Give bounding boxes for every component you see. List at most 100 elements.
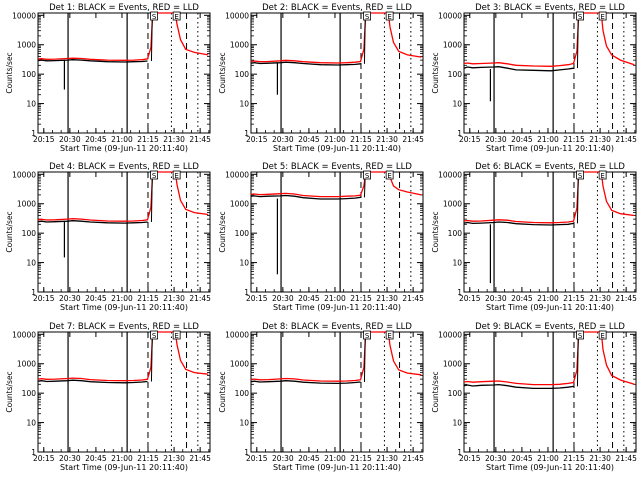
x-tick-label: 20:30	[272, 135, 294, 144]
y-tick-label: 10	[239, 100, 249, 109]
marker-s-label: S	[365, 13, 370, 21]
x-tick-label: 20:45	[511, 135, 533, 144]
events-rise-line	[576, 12, 579, 69]
y-tick-label: 10	[239, 419, 249, 428]
marker-e-label: E	[387, 13, 391, 21]
plot-frame	[37, 12, 211, 134]
y-tick-label: 100	[235, 229, 250, 238]
x-axis-label: Start Time (09-Jun-11 20:11:40)	[273, 463, 401, 472]
x-tick-label: 21:15	[350, 294, 372, 303]
y-axis-label: Counts/sec	[431, 211, 440, 252]
x-tick-label: 21:15	[563, 294, 585, 303]
x-tick-label: 21:00	[537, 294, 559, 303]
marker-e-label: E	[174, 332, 178, 340]
y-tick-label: 10000	[438, 330, 462, 339]
y-axis-label: Counts/sec	[431, 52, 440, 93]
x-tick-label: 21:00	[111, 294, 133, 303]
lld-series-line	[37, 171, 209, 222]
marker-box	[385, 330, 394, 340]
x-tick-label: 21:00	[111, 454, 133, 463]
panel-title: Det 1: BLACK = Events, RED = LLD	[49, 3, 199, 13]
marker-box	[172, 330, 181, 340]
y-tick-label: 1	[457, 448, 462, 457]
x-tick-label: 21:15	[350, 454, 372, 463]
y-tick-label: 10000	[12, 11, 36, 20]
y-tick-label: 1	[244, 448, 249, 457]
y-tick-label: 1	[31, 288, 36, 297]
y-axis-label: Counts/sec	[218, 52, 227, 93]
x-tick-label: 20:45	[298, 135, 320, 144]
y-tick-label: 10	[239, 259, 249, 268]
marker-e-label: E	[600, 13, 604, 21]
x-tick-label: 21:30	[589, 454, 611, 463]
marker-box	[576, 11, 584, 21]
marker-s-label: S	[578, 13, 583, 21]
y-axis-label: Counts/sec	[218, 371, 227, 412]
marker-box	[150, 330, 158, 340]
marker-s-label: S	[152, 13, 157, 21]
x-tick-label: 21:00	[537, 454, 559, 463]
x-tick-label: 21:45	[402, 454, 424, 463]
marker-e-label: E	[387, 332, 391, 340]
detector-panel: Det 2: BLACK = Events, RED = LLD 1 10 100 10…	[218, 3, 424, 153]
events-series-line	[463, 221, 574, 226]
y-tick-label: 1	[244, 288, 249, 297]
x-tick-label: 21:15	[137, 135, 159, 144]
x-tick-label: 20:15	[33, 454, 55, 463]
y-axis-label: Counts/sec	[5, 371, 14, 412]
marker-e-label: E	[600, 172, 604, 180]
y-tick-label: 100	[235, 389, 250, 398]
plot-frame	[463, 171, 637, 293]
marker-box	[598, 330, 607, 340]
events-series-line	[463, 66, 574, 72]
x-tick-label: 21:00	[537, 135, 559, 144]
y-axis-label: Counts/sec	[5, 211, 14, 252]
x-tick-label: 20:30	[59, 294, 81, 303]
x-tick-label: 21:00	[111, 135, 133, 144]
events-series-line	[250, 194, 361, 200]
marker-box	[598, 11, 607, 21]
x-tick-label: 21:45	[615, 454, 637, 463]
y-tick-label: 10000	[225, 330, 249, 339]
y-tick-label: 10000	[438, 170, 462, 179]
y-tick-label: 1	[31, 129, 36, 138]
y-tick-label: 10000	[438, 11, 462, 20]
x-tick-label: 21:15	[563, 135, 585, 144]
x-tick-label: 20:15	[459, 294, 481, 303]
x-tick-label: 21:15	[137, 454, 159, 463]
x-tick-label: 21:00	[324, 135, 346, 144]
y-tick-label: 10	[26, 419, 36, 428]
x-tick-label: 20:45	[85, 454, 107, 463]
events-rise-line	[150, 171, 153, 222]
y-tick-label: 1000	[230, 360, 249, 369]
marker-box	[172, 11, 181, 21]
y-tick-label: 1	[457, 288, 462, 297]
x-tick-label: 21:15	[137, 294, 159, 303]
y-tick-label: 1000	[17, 200, 36, 209]
detector-panel: Det 1: BLACK = Events, RED = LLD 1 10 100 10…	[5, 3, 211, 153]
x-tick-label: 20:45	[298, 294, 320, 303]
detector-panel: Det 6: BLACK = Events, RED = LLD 1 10 100 10…	[431, 162, 637, 312]
y-tick-label: 1	[244, 129, 249, 138]
x-tick-label: 20:15	[33, 135, 55, 144]
y-tick-label: 1000	[443, 200, 462, 209]
events-series-line	[37, 59, 148, 63]
events-rise-line	[363, 12, 366, 64]
panel-title: Det 4: BLACK = Events, RED = LLD	[49, 162, 199, 172]
marker-box	[598, 170, 607, 180]
x-axis-label: Start Time (09-Jun-11 20:11:40)	[486, 463, 614, 472]
lld-series-line	[250, 171, 422, 198]
plot-frame	[37, 331, 211, 453]
x-tick-label: 21:45	[189, 294, 211, 303]
x-tick-label: 21:30	[376, 454, 398, 463]
y-tick-label: 10000	[225, 11, 249, 20]
marker-e-label: E	[387, 172, 391, 180]
x-tick-label: 20:15	[33, 294, 55, 303]
marker-s-label: S	[578, 332, 583, 340]
y-tick-label: 100	[448, 229, 463, 238]
x-tick-label: 20:30	[272, 454, 294, 463]
y-tick-label: 10	[452, 100, 462, 109]
plot-frame	[37, 171, 211, 293]
x-tick-label: 21:45	[615, 135, 637, 144]
x-axis-label: Start Time (09-Jun-11 20:11:40)	[60, 303, 188, 312]
